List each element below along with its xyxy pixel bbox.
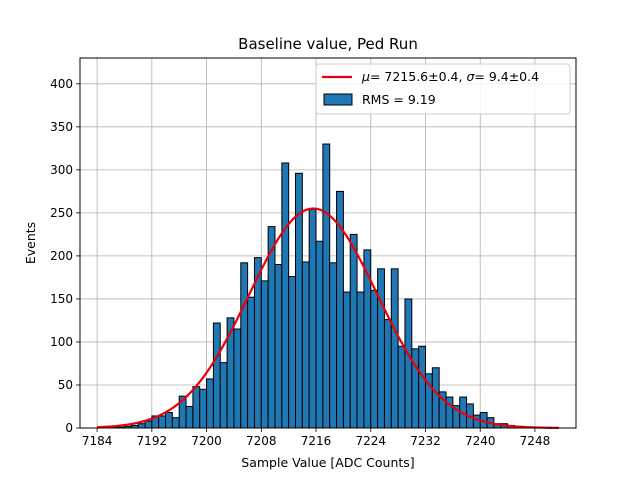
histogram-bar	[288, 276, 297, 429]
x-tick-label: 7200	[191, 434, 222, 448]
histogram-bar	[185, 405, 194, 429]
histogram-bar	[377, 268, 385, 429]
chart-title: Baseline value, Ped Run	[238, 35, 418, 53]
histogram-bar	[165, 412, 173, 429]
histogram-bar	[383, 319, 392, 429]
plot-frame	[79, 57, 577, 429]
histogram-bar	[247, 296, 255, 429]
histogram-bar	[356, 291, 365, 429]
histogram-bar	[206, 378, 214, 429]
x-axis-label: Sample Value [ADC Counts]	[241, 455, 414, 470]
histogram-bar	[315, 240, 324, 429]
histogram-bar	[404, 298, 413, 429]
histogram-bar	[260, 280, 269, 429]
x-tick-label: 7192	[137, 434, 168, 448]
y-axis-ticks: 0 50 100 150 200 250 300 350 400	[50, 77, 80, 435]
y-tick-label: 250	[50, 206, 73, 220]
legend-histogram-label: RMS = 9.19	[362, 92, 436, 107]
histogram-bar	[431, 367, 440, 429]
x-tick-label: 7232	[410, 434, 441, 448]
y-tick-label: 400	[50, 77, 73, 91]
x-tick-label: 7184	[82, 434, 113, 448]
histogram-bar	[390, 268, 399, 429]
histogram-bar	[233, 328, 242, 429]
histogram-bar	[329, 262, 338, 429]
y-axis-label: Events	[23, 222, 38, 264]
legend-fit-label: μ= 7215.6±0.4, σ= 9.4±0.4	[361, 69, 539, 84]
histogram-bar	[212, 322, 221, 429]
histogram-bar	[342, 291, 351, 429]
histogram-bar	[322, 143, 331, 429]
histogram-bars	[110, 143, 536, 429]
y-tick-label: 200	[50, 249, 73, 263]
x-tick-label: 7240	[465, 434, 496, 448]
histogram-bar	[472, 414, 481, 429]
histogram-bar	[281, 162, 290, 429]
histogram-bar	[137, 423, 146, 429]
histogram-bar	[144, 420, 153, 429]
y-tick-label: 150	[50, 292, 73, 306]
gaussian-fit-curve	[97, 207, 559, 429]
histogram-bar	[301, 261, 310, 429]
legend: μ= 7215.6±0.4, σ= 9.4±0.4 RMS = 9.19	[315, 63, 571, 115]
histogram-bar	[240, 262, 249, 429]
histogram-bar	[370, 289, 379, 429]
histogram-bar	[171, 417, 180, 429]
y-tick-label: 50	[58, 378, 73, 392]
y-tick-label: 300	[50, 163, 73, 177]
histogram-bar	[418, 345, 426, 429]
histogram-bar	[397, 345, 406, 429]
legend-box	[315, 63, 571, 115]
x-tick-label: 7208	[246, 434, 277, 448]
x-tick-label: 7248	[520, 434, 551, 448]
x-axis-ticks: 7184 7192 7200 7208 7216 7224 7232 7240 7248	[82, 428, 550, 448]
histogram-bar	[199, 388, 208, 429]
x-tick-label: 7216	[301, 434, 332, 448]
histogram-bar	[349, 233, 358, 429]
y-tick-label: 350	[50, 120, 73, 134]
legend-histogram-swatch	[323, 93, 353, 106]
y-tick-label: 0	[65, 421, 73, 435]
x-tick-label: 7224	[355, 434, 386, 448]
histogram-bar	[219, 362, 228, 429]
y-tick-label: 100	[50, 335, 73, 349]
histogram-bar	[192, 386, 201, 429]
histogram-bar	[274, 264, 283, 429]
histogram-bar	[308, 208, 317, 429]
histogram-bar	[158, 415, 167, 429]
